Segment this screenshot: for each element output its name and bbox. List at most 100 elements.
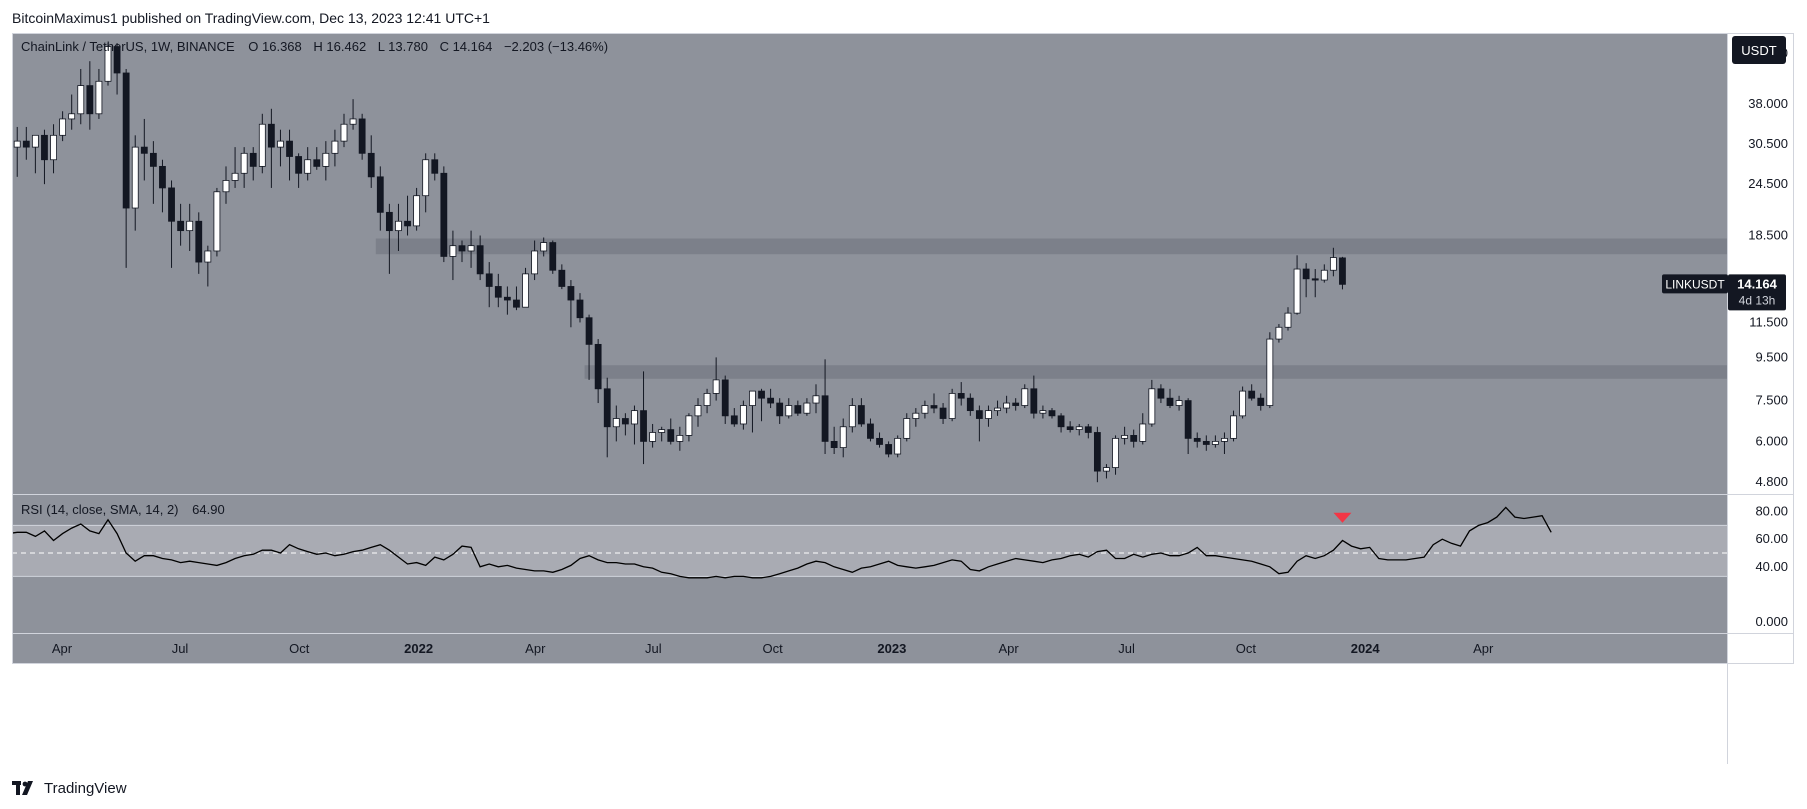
price-tag-countdown: 4d 13h [1739, 293, 1776, 307]
chart-frame[interactable]: ChainLink / TetherUS, 1W, BINANCE O 16.3… [12, 33, 1794, 764]
candle [1093, 426, 1101, 483]
candle [549, 240, 557, 274]
candle [567, 280, 575, 328]
time-tick-label: Apr [998, 641, 1019, 656]
currency-button-label[interactable]: USDT [1741, 43, 1776, 58]
candle [785, 398, 793, 419]
candle [104, 43, 112, 86]
candle [1202, 435, 1210, 451]
candle [848, 398, 856, 433]
candle [912, 408, 920, 427]
rsi-line [12, 506, 1552, 579]
candle [903, 413, 911, 442]
time-tick-label: 2024 [1351, 641, 1381, 656]
candle [1039, 405, 1047, 419]
candle [1048, 408, 1056, 419]
legend-low-label: L [378, 39, 385, 54]
candle [758, 388, 765, 422]
candle [721, 375, 729, 424]
footer-brand: TradingView [44, 779, 127, 797]
candle [340, 113, 348, 148]
candle [885, 441, 893, 458]
candle [966, 393, 974, 416]
candle [485, 262, 493, 308]
candle [267, 108, 275, 188]
candle [140, 118, 148, 181]
candle [358, 113, 366, 160]
candle [830, 426, 838, 455]
candle [41, 129, 48, 185]
candle [985, 405, 992, 427]
candle [322, 141, 330, 181]
candle [776, 398, 784, 424]
candle [513, 286, 520, 311]
legend-symbol: ChainLink / TetherUS, 1W, BINANCE [21, 39, 235, 54]
candle [1157, 384, 1165, 404]
candle [585, 314, 593, 380]
candle [857, 398, 865, 427]
rsi-band [12, 525, 1727, 577]
zone-support [584, 365, 1727, 379]
candle [1257, 393, 1265, 411]
candle [1112, 435, 1119, 475]
candle [1248, 384, 1256, 401]
candle [222, 166, 230, 204]
chart-canvas[interactable]: ChainLink / TetherUS, 1W, BINANCE O 16.3… [12, 33, 1794, 764]
candle [1148, 379, 1156, 427]
publisher-caption: BitcoinMaximus1 published on TradingView… [12, 10, 490, 26]
candle [467, 230, 475, 268]
candle [621, 413, 629, 436]
currency-button[interactable]: USDT [1732, 36, 1786, 64]
legend-high-label: H [313, 39, 322, 54]
price-tick-label: 30.500 [1748, 136, 1788, 151]
candle [231, 147, 239, 188]
price-tick-label: 18.500 [1748, 228, 1788, 243]
candle [676, 426, 684, 451]
candle [1012, 398, 1020, 411]
rsi-tick-label: 40.00 [1755, 559, 1788, 574]
candle [1320, 264, 1328, 283]
candle [59, 111, 67, 142]
candle [1239, 386, 1247, 419]
candle [1139, 413, 1147, 445]
candle [13, 126, 21, 177]
candle [867, 418, 874, 442]
footer: TradingView [12, 778, 127, 798]
candle [1103, 464, 1110, 479]
candle [304, 147, 312, 181]
candle [385, 203, 393, 274]
candle [177, 203, 185, 246]
candle [31, 134, 39, 174]
svg-text:RSI (14, close, SMA, 14, 2): RSI (14, close, SMA, 14, 2) 64.90 [21, 502, 225, 517]
candle [1329, 247, 1337, 277]
time-tick-label: 2023 [877, 641, 906, 656]
candle [1175, 395, 1183, 411]
candle [395, 203, 402, 251]
candle [494, 273, 502, 308]
legend-close-label: C [440, 39, 449, 54]
time-tick-label: 2022 [404, 641, 433, 656]
price-tick-label: 24.500 [1748, 176, 1788, 191]
svg-text:ChainLink / TetherUS, 1W, BINA: ChainLink / TetherUS, 1W, BINANCE O 16.3… [21, 39, 608, 54]
candle [994, 400, 1001, 416]
rsi-tick-label: 60.00 [1755, 531, 1788, 546]
time-tick-label: Jul [172, 641, 189, 656]
candle [168, 180, 175, 268]
time-axis-background[interactable] [12, 634, 1727, 664]
candle [440, 166, 448, 263]
time-tick-label: Jul [1118, 641, 1135, 656]
candle [240, 147, 248, 188]
legend-low-value: 13.780 [388, 39, 428, 54]
candle [449, 230, 457, 281]
candle [558, 264, 566, 290]
time-tick-label: Jul [645, 641, 662, 656]
candle [1230, 410, 1237, 442]
tradingview-logo-icon [12, 781, 33, 795]
candle [376, 166, 384, 231]
legend-close-value: 14.164 [453, 39, 493, 54]
candle [249, 147, 257, 181]
price-tick-label: 7.500 [1755, 393, 1788, 408]
candle [422, 153, 430, 213]
candle [1084, 423, 1092, 439]
price-tag-symbol: LINKUSDT [1665, 277, 1725, 291]
